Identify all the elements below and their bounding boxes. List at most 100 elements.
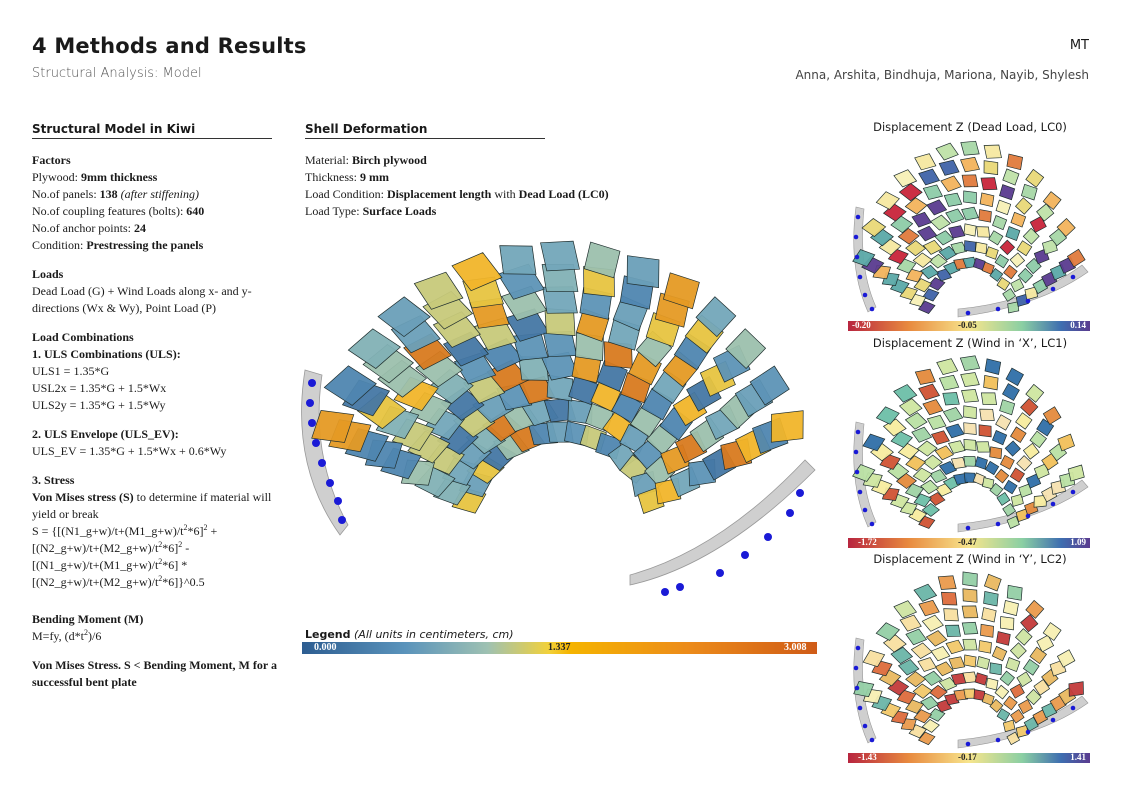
shell-panel [1006, 515, 1020, 529]
shell-panel [1006, 584, 1023, 601]
anchor-point [857, 705, 863, 711]
anchor-point [306, 399, 314, 407]
factors-block: Factors Plywood: 9mm thickness No.of pan… [32, 152, 282, 254]
shell-panel [1020, 614, 1039, 633]
lc2-tick-mid: -0.17 [958, 752, 977, 762]
shell-panel [1056, 649, 1076, 668]
anchors-value: 24 [133, 221, 146, 235]
anchor-point [853, 234, 859, 240]
shell-panel [938, 374, 960, 391]
shell-panel [1042, 622, 1062, 641]
shell-panel [963, 405, 977, 419]
shell-panel [1009, 467, 1025, 483]
shell-panel [1002, 383, 1020, 401]
shell-panel [989, 698, 1004, 713]
anchor-point [869, 737, 875, 743]
shell-panel [913, 493, 932, 508]
shell-panel [945, 639, 965, 655]
shell-panel [914, 368, 936, 385]
shell-panel [980, 177, 998, 191]
anchor-point [312, 439, 320, 447]
anchor-point [1050, 501, 1056, 507]
shell-panel [962, 588, 978, 603]
loadcond-with: with [491, 187, 519, 201]
shell-panel [893, 600, 918, 619]
shell-panel [1010, 426, 1027, 443]
shell-panel [1025, 688, 1042, 706]
loadtype-label: Load Type: [305, 204, 363, 218]
shell-panel [980, 623, 994, 638]
shell-panel [905, 455, 927, 472]
shell-panel [659, 407, 693, 441]
f4a: [(N2_g+w)/t+(M2_g+w)/t [32, 575, 159, 589]
uls-title: 1. ULS Combinations (ULS): [32, 347, 181, 361]
shell-panel [905, 671, 927, 688]
disp-render-lc2 [853, 571, 1089, 749]
von-mises-rest: to determine if material will yield or b… [32, 490, 272, 521]
f1c: + [207, 524, 218, 538]
envelope-line: ULS_EV = 1.35*G + 1.5*Wx + 0.6*Wy [32, 444, 227, 458]
shell-panel [979, 408, 995, 421]
shell-panel [913, 583, 938, 602]
anchors-line: No.of anchor points: 24 [32, 220, 282, 237]
initials: MT [1069, 38, 1089, 53]
shell-panel [1042, 191, 1062, 210]
shell-panel [994, 468, 1010, 484]
shell-panel [989, 482, 1004, 497]
shell-panel [999, 454, 1015, 470]
loadcond-value2: Dead Load (LC0) [518, 187, 609, 201]
shell-panel [922, 454, 943, 471]
shell-panel [875, 406, 900, 425]
shell-panel [749, 365, 790, 406]
shell-panel [603, 341, 633, 369]
shell-panel [999, 239, 1016, 256]
f1a: S = {[(N1_g+w)/t+(M1_g+w)/t [32, 524, 184, 538]
shell-panel [311, 410, 355, 443]
shell-panel [1067, 464, 1085, 482]
shell-panel [930, 214, 951, 231]
condition-line: Condition: Prestressing the panels [32, 237, 282, 254]
shell-panel [1015, 197, 1033, 215]
mini-panels [852, 355, 1085, 529]
panels-line: No.of panels: 138 (after stiffening) [32, 186, 282, 203]
shell-panel [910, 642, 933, 660]
shell-panel [938, 676, 958, 692]
shell-panel [898, 398, 923, 417]
shell-panel [1025, 383, 1045, 403]
shell-panel [1016, 455, 1033, 472]
shell-panel [890, 215, 914, 234]
shell-panel [852, 464, 876, 482]
shell-panel [905, 628, 928, 646]
shell-panel [1022, 658, 1040, 676]
shell-panel [893, 384, 918, 403]
panels-value: 138 [99, 187, 118, 201]
shell-panel [978, 209, 992, 223]
anchor-point [1025, 513, 1031, 519]
shell-panel [926, 199, 948, 216]
shell-panel [897, 659, 920, 676]
shell-panel [959, 355, 981, 371]
f1b: *6] [187, 524, 204, 538]
shell-panel [1023, 716, 1039, 732]
anchor-point [308, 419, 316, 427]
shell-panel [921, 614, 944, 632]
shell-panel [662, 272, 700, 310]
shell-panel [918, 383, 941, 401]
anchor-point [661, 588, 669, 596]
shell-panel [996, 708, 1011, 722]
bolts-value: 640 [186, 204, 205, 218]
shell-panel [981, 607, 997, 623]
shell-panel [852, 249, 876, 267]
shell-panel [1017, 699, 1033, 715]
lc1-tick-mid: -0.47 [958, 537, 977, 547]
shell-panel [870, 228, 894, 247]
shell-panel [995, 414, 1012, 431]
shell-panel [377, 359, 427, 398]
shell-panel [695, 296, 737, 338]
anchor-point [869, 306, 875, 312]
shell-panel [980, 392, 998, 406]
plywood-line: Plywood: 9mm thickness [32, 169, 282, 186]
shell-panel [950, 457, 967, 469]
legend-tick-mid: 1.337 [548, 642, 571, 653]
shell-panel [917, 225, 938, 242]
